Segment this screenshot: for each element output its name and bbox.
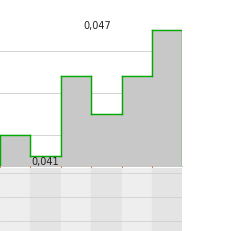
Bar (61, 169, 91, 231)
Text: 0,047: 0,047 (84, 21, 111, 31)
Text: 0,041: 0,041 (31, 156, 59, 166)
Bar (0, 169, 30, 231)
Bar (122, 169, 152, 231)
Bar (30, 169, 61, 231)
Bar (152, 169, 182, 231)
Bar (91, 169, 122, 231)
